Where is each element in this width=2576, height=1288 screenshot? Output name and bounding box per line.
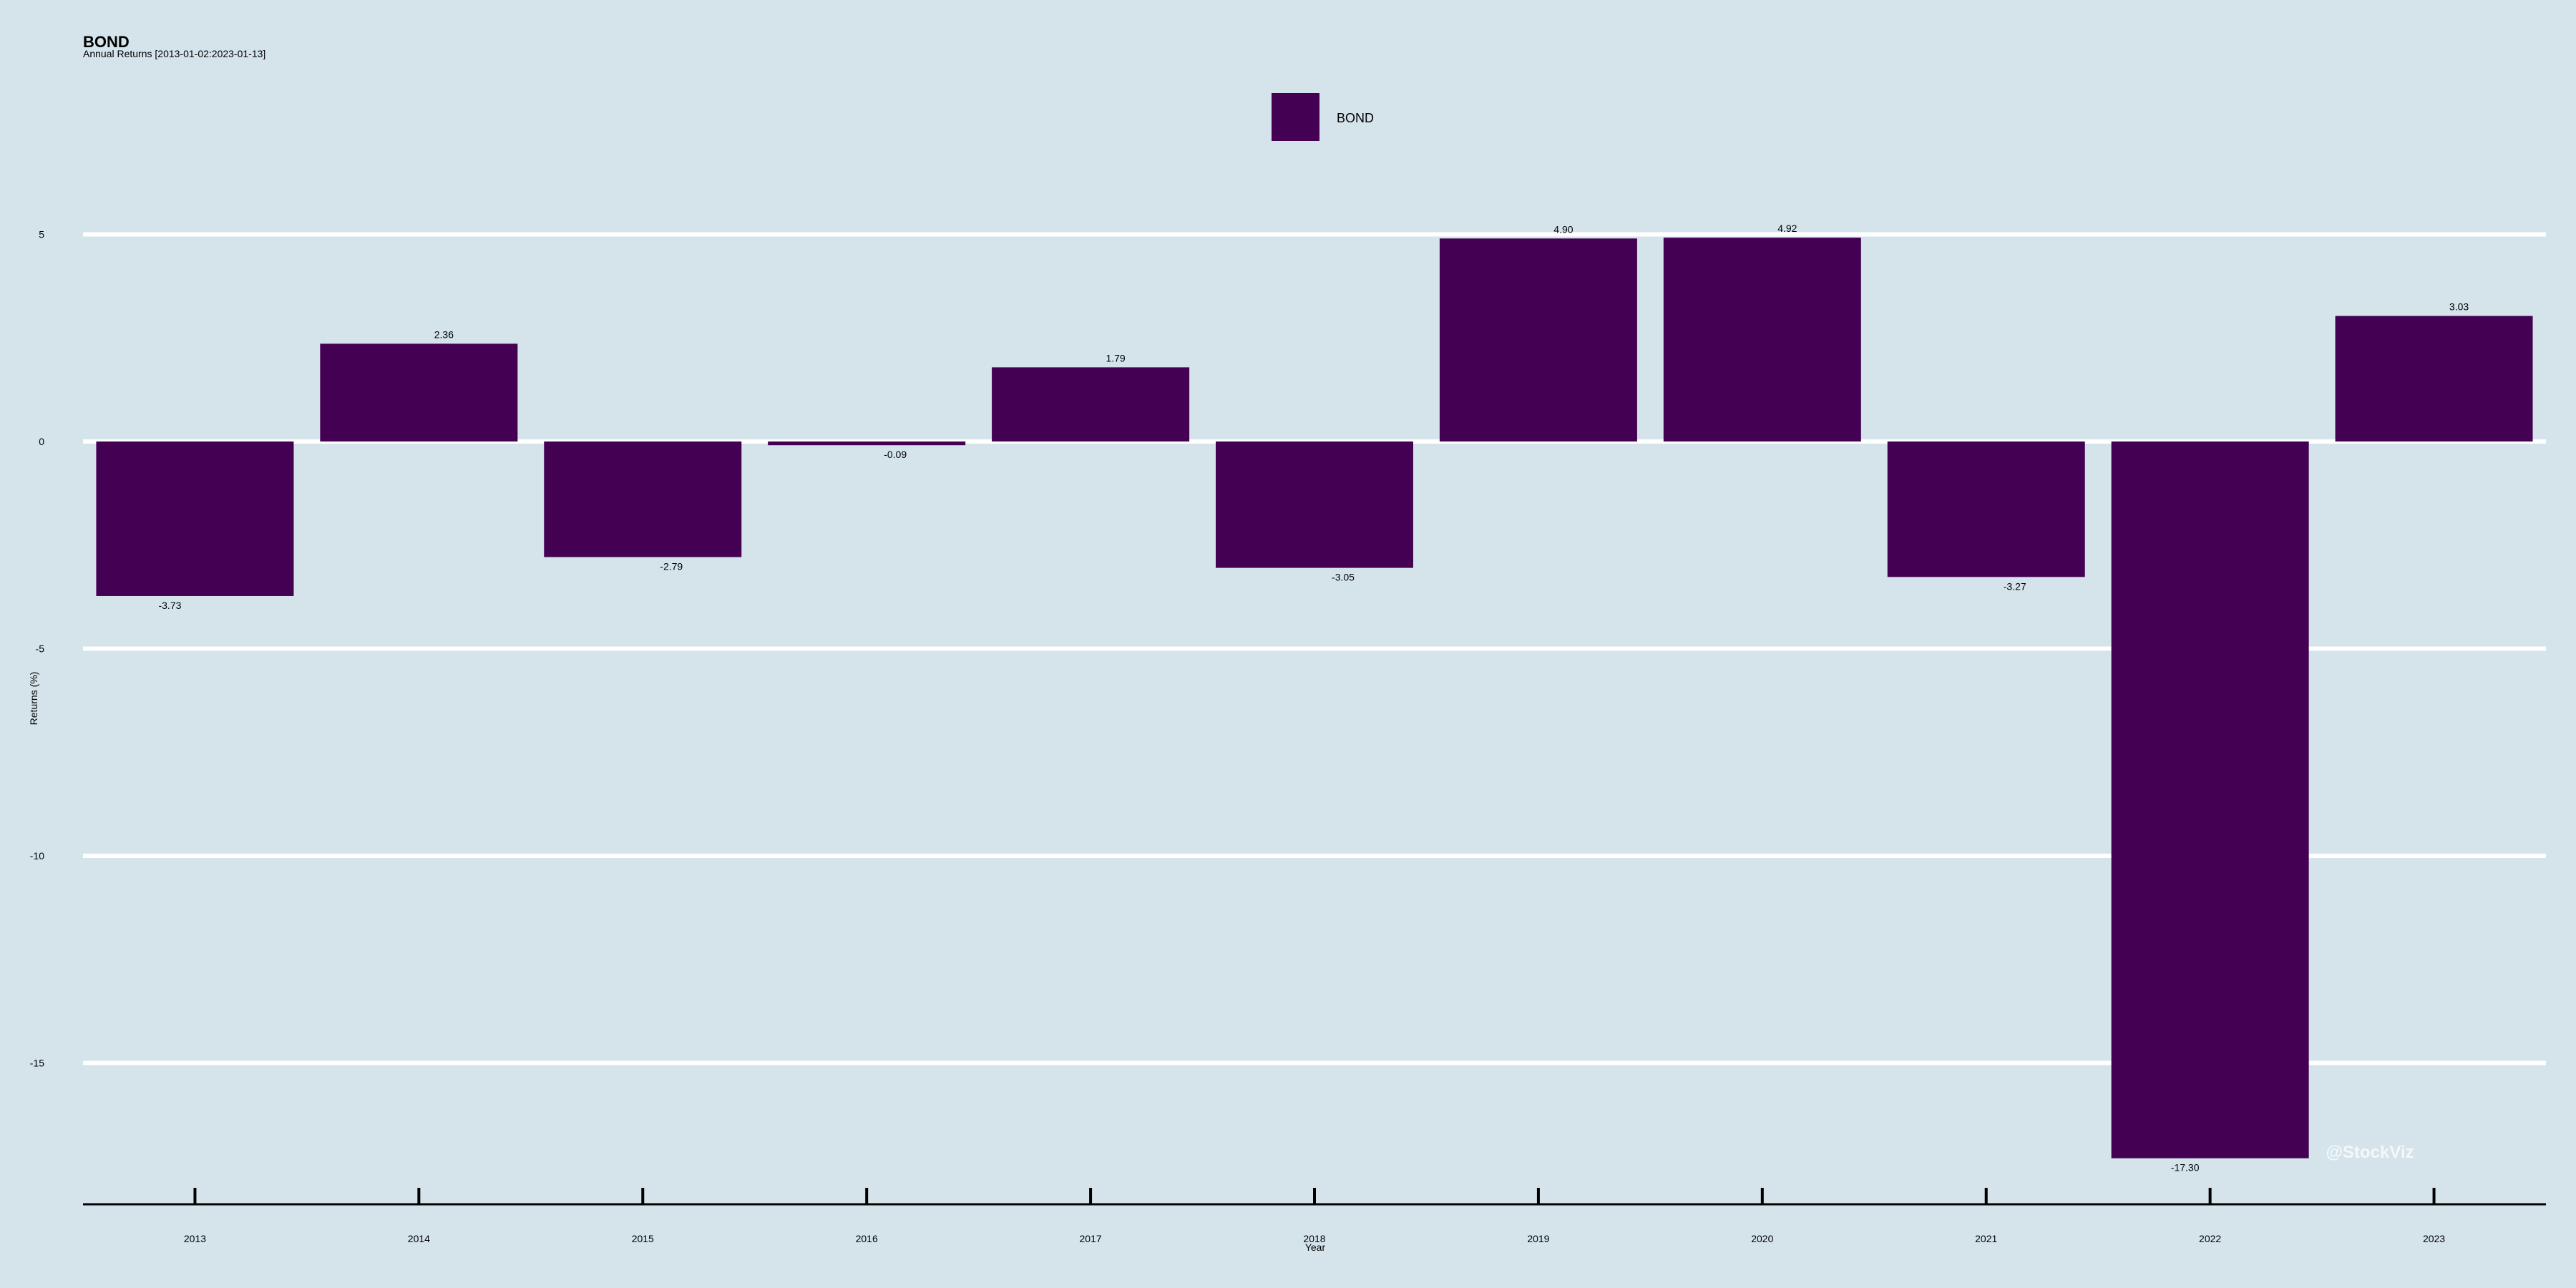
bar-value-label: 2.36 [434,328,454,340]
legend-swatch [1272,93,1319,141]
y-tick-label: 0 [39,436,44,447]
chart-subtitle: Annual Returns [2013-01-02:2023-01-13] [83,48,265,59]
x-tick-label: 2015 [632,1233,654,1244]
bar-labels: -3.73 2.36 -2.79 -0.09 1.79 -3.05 4.90 4.92 -3.2… [158,223,2469,1174]
bar [1663,238,1861,441]
y-tick-label: 5 [39,229,44,240]
bar-value-label: -3.05 [1332,572,1355,583]
bar [992,367,1190,441]
x-tick-label: 2014 [408,1233,430,1244]
x-tick-label: 2021 [1975,1233,1997,1244]
bar [544,441,742,557]
y-tick-label: -10 [30,850,44,862]
bar [2111,441,2309,1158]
bar-value-label: -3.73 [158,600,181,611]
bar-value-label: -2.79 [660,561,683,572]
bar-value-label: 3.03 [2449,301,2469,313]
bar [1887,441,2085,577]
x-tick-label: 2022 [2199,1233,2221,1244]
x-tick-label: 2019 [1527,1233,1549,1244]
y-axis-title: Returns (%) [28,672,39,726]
bar [1439,238,1637,441]
bar [1216,441,1413,568]
x-tick-label: 2020 [1751,1233,1773,1244]
bar [768,441,966,446]
x-axis: 2013 2014 2015 2016 2017 2018 2019 2020 2021 2022… [83,1188,2546,1244]
x-tick-label: 2013 [184,1233,206,1244]
bar-value-label: -3.27 [2004,580,2026,592]
chart-title: BOND [83,33,130,51]
x-axis-title: Year [1305,1241,1326,1253]
bar [2335,316,2533,441]
x-tick-label: 2017 [1080,1233,1102,1244]
bar-value-label: 4.92 [1777,223,1797,234]
x-tick-label: 2018 [1303,1233,1325,1244]
x-tick-label: 2023 [2423,1233,2445,1244]
watermark: @StockViz [2326,1143,2414,1162]
bar [320,343,518,441]
y-tick-label: -15 [30,1058,44,1069]
bar-value-label: 4.90 [1553,223,1573,235]
y-tick-label: -5 [36,643,45,655]
legend-label: BOND [1337,111,1374,125]
x-tick-label: 2016 [856,1233,878,1244]
bar-value-label: -17.30 [2171,1162,2200,1174]
bars [96,238,2533,1158]
legend: BOND [1272,93,1374,141]
y-axis-ticks: 5 0 -5 -10 -15 [30,229,44,1069]
bar-value-label: 1.79 [1106,352,1125,364]
bar-value-label: -0.09 [884,449,907,460]
bar [96,441,294,596]
